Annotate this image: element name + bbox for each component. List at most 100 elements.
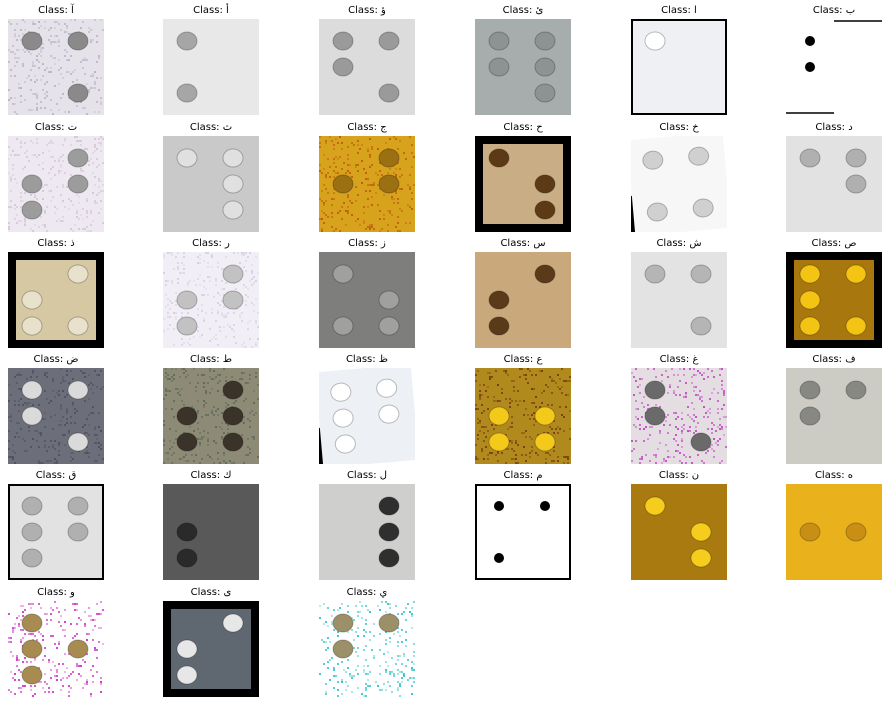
braille-dot (332, 174, 354, 194)
braille-image (786, 19, 882, 115)
braille-image (786, 368, 882, 464)
braille-dot (688, 146, 710, 166)
braille-image-svg (319, 484, 415, 580)
braille-dot (222, 380, 244, 400)
sample-title: Class: م (503, 470, 543, 481)
braille-dot (805, 36, 815, 46)
braille-dot (644, 264, 666, 284)
braille-dot (378, 496, 400, 516)
braille-image-svg (163, 484, 259, 580)
braille-image (163, 19, 259, 115)
sample-title: Class: ك (190, 470, 232, 481)
braille-dot (176, 406, 198, 426)
sample-cell: Class: ؤ (297, 3, 437, 119)
braille-dot (378, 148, 400, 168)
braille-image (475, 368, 571, 464)
braille-image (163, 136, 259, 232)
sample-cell: Class: ش (609, 236, 749, 352)
braille-dot (488, 148, 510, 168)
braille-dot (488, 290, 510, 310)
braille-image-svg (786, 368, 882, 464)
braille-image-svg (8, 368, 104, 464)
braille-dot (21, 200, 43, 220)
braille-dot (332, 316, 354, 336)
braille-image-svg (631, 252, 727, 348)
sample-cell: Class: م (453, 468, 593, 584)
sample-cell: Class: ت (0, 120, 126, 236)
braille-image-svg (631, 19, 727, 115)
sample-title: Class: ل (346, 470, 388, 481)
sample-title: Class: ع (503, 354, 543, 365)
braille-dot (176, 316, 198, 336)
sample-cell: Class: ظ (297, 352, 437, 468)
sample-title: Class: ئ (502, 5, 544, 16)
braille-dot (644, 380, 666, 400)
braille-dot (21, 522, 43, 542)
braille-dot (21, 665, 43, 685)
sample-cell: Class: ح (453, 120, 593, 236)
braille-dot (378, 404, 400, 424)
braille-image-svg (319, 601, 415, 697)
braille-dot (845, 264, 867, 284)
braille-dot (67, 83, 89, 103)
braille-dot (176, 148, 198, 168)
braille-image-svg (786, 19, 882, 115)
braille-dot (378, 174, 400, 194)
braille-dot (176, 665, 198, 685)
braille-dot (222, 200, 244, 220)
braille-image (786, 252, 882, 348)
braille-image (631, 252, 727, 348)
braille-dot (488, 31, 510, 51)
sample-cell: Class: ز (297, 236, 437, 352)
braille-image-svg (631, 368, 727, 464)
sample-title: Class: ب (812, 5, 856, 16)
braille-image (319, 368, 415, 464)
braille-dot (332, 264, 354, 284)
braille-dot (534, 174, 556, 194)
sample-cell: Class: ا (609, 3, 749, 119)
braille-image-svg (8, 252, 104, 348)
braille-image (475, 484, 571, 580)
sample-title: Class: ظ (345, 354, 389, 365)
braille-image-svg (8, 136, 104, 232)
sample-cell: Class: ل (297, 468, 437, 584)
braille-image (163, 252, 259, 348)
braille-image (319, 601, 415, 697)
braille-dot (21, 496, 43, 516)
sample-cell: Class: ج (297, 120, 437, 236)
sample-cell: Class: ص (764, 236, 888, 352)
braille-image (475, 136, 571, 232)
sample-title: Class: ف (812, 354, 856, 365)
braille-dot (534, 264, 556, 284)
braille-dot (222, 432, 244, 452)
braille-image (319, 252, 415, 348)
braille-dot (67, 380, 89, 400)
braille-dot (21, 406, 43, 426)
sample-title: Class: ق (35, 470, 77, 481)
braille-dot (540, 501, 550, 511)
sample-title: Class: ي (346, 587, 388, 598)
braille-image (319, 136, 415, 232)
braille-dot (378, 290, 400, 310)
sample-cell: Class: ن (609, 468, 749, 584)
sample-title: Class: ض (33, 354, 79, 365)
sample-title: Class: ج (347, 122, 387, 133)
braille-dot (67, 264, 89, 284)
sample-cell: Class: س (453, 236, 593, 352)
braille-image (8, 484, 104, 580)
braille-image-svg (319, 368, 415, 464)
sample-cell: Class: ع (453, 352, 593, 468)
braille-dot (176, 83, 198, 103)
braille-dot (534, 406, 556, 426)
braille-dot (67, 496, 89, 516)
sample-title: Class: أ (193, 5, 229, 16)
braille-image-svg (163, 136, 259, 232)
sample-title: Class: س (500, 238, 546, 249)
braille-dot (176, 31, 198, 51)
braille-dot (644, 496, 666, 516)
braille-image-svg (319, 136, 415, 232)
sample-cell: Class: أ (141, 3, 281, 119)
braille-dot (67, 522, 89, 542)
braille-dot (644, 31, 666, 51)
braille-image (163, 601, 259, 697)
